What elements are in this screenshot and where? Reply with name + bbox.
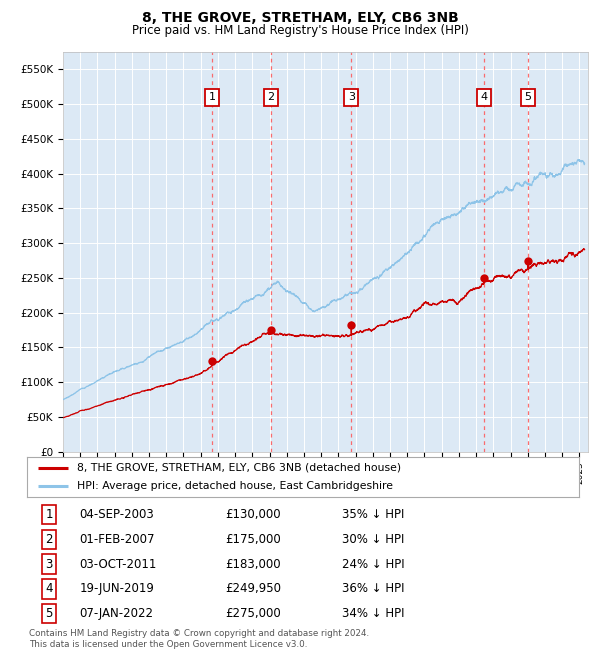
- Text: 3: 3: [348, 92, 355, 102]
- Text: 07-JAN-2022: 07-JAN-2022: [79, 607, 154, 620]
- Text: £130,000: £130,000: [226, 508, 281, 521]
- Text: 36% ↓ HPI: 36% ↓ HPI: [341, 582, 404, 595]
- Text: 03-OCT-2011: 03-OCT-2011: [79, 558, 157, 571]
- Text: HPI: Average price, detached house, East Cambridgeshire: HPI: Average price, detached house, East…: [77, 482, 392, 491]
- Text: 01-FEB-2007: 01-FEB-2007: [79, 533, 155, 546]
- Text: 19-JUN-2019: 19-JUN-2019: [79, 582, 154, 595]
- Text: 24% ↓ HPI: 24% ↓ HPI: [341, 558, 404, 571]
- Text: 1: 1: [209, 92, 216, 102]
- Text: 04-SEP-2003: 04-SEP-2003: [79, 508, 154, 521]
- Text: 3: 3: [46, 558, 53, 571]
- Text: Price paid vs. HM Land Registry's House Price Index (HPI): Price paid vs. HM Land Registry's House …: [131, 24, 469, 37]
- Text: 34% ↓ HPI: 34% ↓ HPI: [341, 607, 404, 620]
- Text: 5: 5: [524, 92, 532, 102]
- Text: 2: 2: [268, 92, 274, 102]
- Text: 4: 4: [46, 582, 53, 595]
- Text: £275,000: £275,000: [226, 607, 281, 620]
- Text: 35% ↓ HPI: 35% ↓ HPI: [341, 508, 404, 521]
- Text: 4: 4: [481, 92, 488, 102]
- Text: £175,000: £175,000: [226, 533, 281, 546]
- Text: 8, THE GROVE, STRETHAM, ELY, CB6 3NB: 8, THE GROVE, STRETHAM, ELY, CB6 3NB: [142, 11, 458, 25]
- Text: 8, THE GROVE, STRETHAM, ELY, CB6 3NB (detached house): 8, THE GROVE, STRETHAM, ELY, CB6 3NB (de…: [77, 463, 401, 473]
- Text: 5: 5: [46, 607, 53, 620]
- Text: £183,000: £183,000: [226, 558, 281, 571]
- Text: 1: 1: [46, 508, 53, 521]
- Text: Contains HM Land Registry data © Crown copyright and database right 2024.
This d: Contains HM Land Registry data © Crown c…: [29, 629, 369, 649]
- Text: 2: 2: [46, 533, 53, 546]
- Text: £249,950: £249,950: [226, 582, 282, 595]
- Text: 30% ↓ HPI: 30% ↓ HPI: [341, 533, 404, 546]
